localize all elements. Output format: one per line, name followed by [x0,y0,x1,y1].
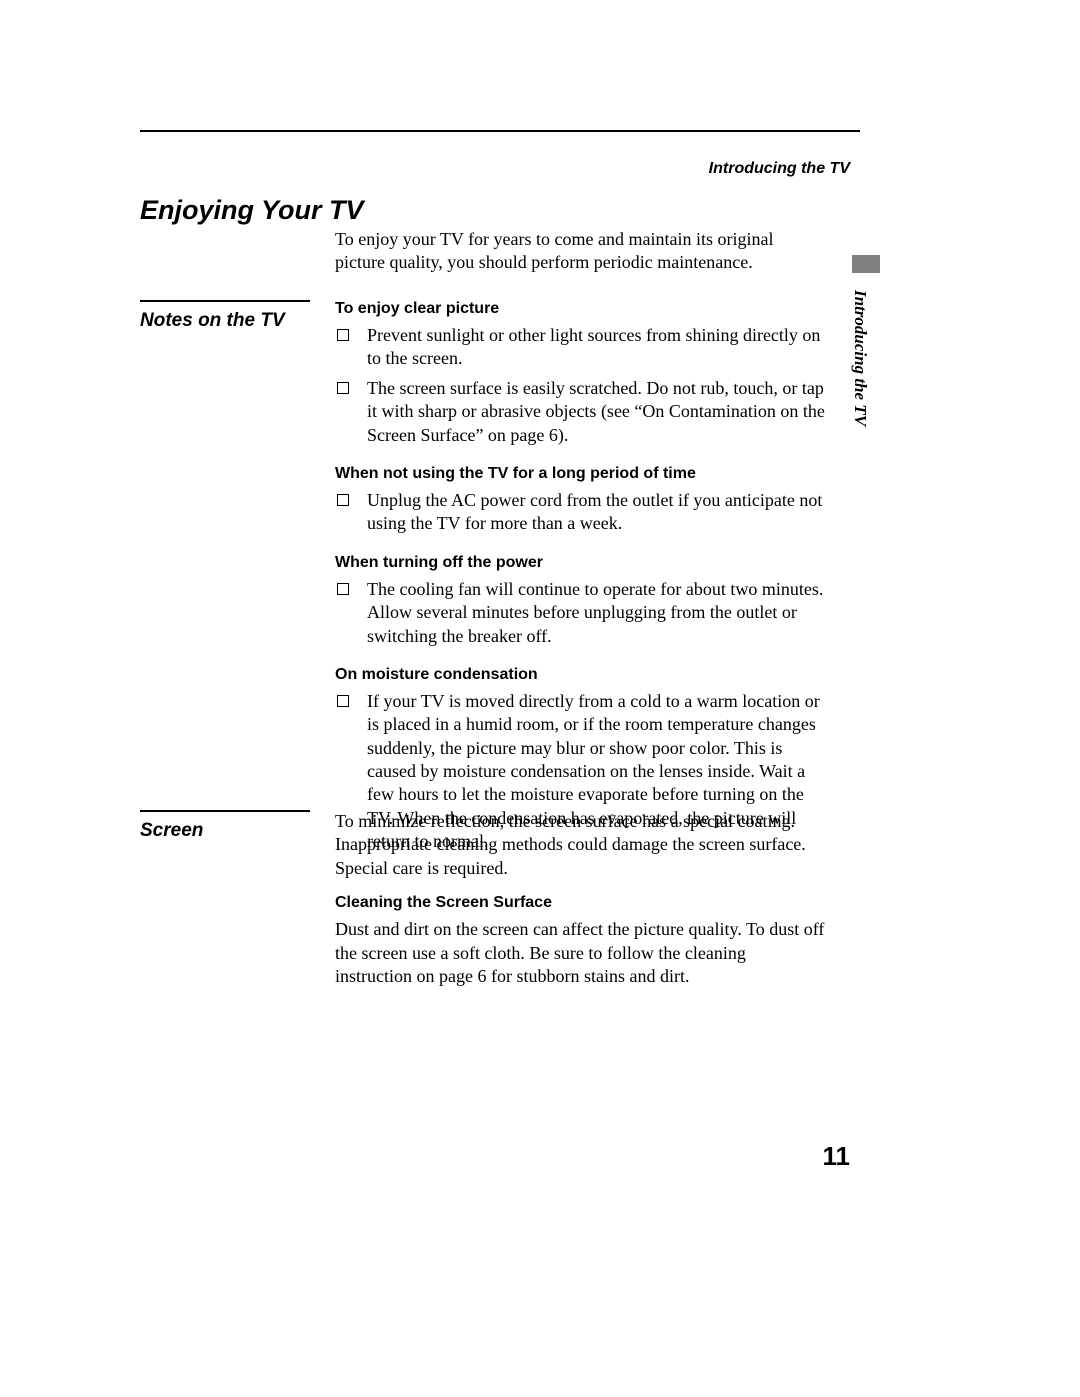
bullet-text: The cooling fan will continue to operate… [367,578,825,648]
checkbox-icon [337,382,349,394]
page-title: Enjoying Your TV [140,195,364,226]
section-intro-paragraph: To minimize reflection, the screen surfa… [335,810,825,880]
checkbox-icon [337,695,349,707]
section-body: To minimize reflection, the screen surfa… [335,810,825,1002]
page-number: 11 [823,1141,851,1172]
checkbox-icon [337,329,349,341]
section-label: Notes on the TV [140,310,315,332]
subhead-power-off: When turning off the power [335,554,825,572]
list-item: Prevent sunlight or other light sources … [335,324,825,371]
bullet-list: The cooling fan will continue to operate… [335,578,825,648]
bullet-list: Prevent sunlight or other light sources … [335,324,825,447]
section-rule [140,810,310,812]
bullet-list: Unplug the AC power cord from the outlet… [335,489,825,536]
section-tab [852,255,880,273]
subhead-long-period: When not using the TV for a long period … [335,465,825,483]
bullet-text: Prevent sunlight or other light sources … [367,324,825,371]
bullet-text: Unplug the AC power cord from the outlet… [367,489,825,536]
section-rule [140,300,310,302]
section-label-wrap: Screen [140,810,315,842]
intro-paragraph: To enjoy your TV for years to come and m… [335,228,815,275]
subhead-cleaning-screen: Cleaning the Screen Surface [335,894,825,912]
subhead-clear-picture: To enjoy clear picture [335,300,825,318]
section-side-label: Introducing the TV [850,290,870,426]
section-label-wrap: Notes on the TV [140,300,315,332]
section-label: Screen [140,820,315,842]
top-rule [140,130,860,132]
running-head: Introducing the TV [709,160,850,178]
bullet-text: The screen surface is easily scratched. … [367,377,825,447]
subhead-moisture: On moisture condensation [335,666,825,684]
cleaning-paragraph: Dust and dirt on the screen can affect t… [335,918,825,988]
list-item: The screen surface is easily scratched. … [335,377,825,447]
checkbox-icon [337,494,349,506]
list-item: The cooling fan will continue to operate… [335,578,825,648]
list-item: Unplug the AC power cord from the outlet… [335,489,825,536]
checkbox-icon [337,583,349,595]
manual-page: Introducing the TV Introducing the TV En… [0,0,1080,1397]
section-body: To enjoy clear picture Prevent sunlight … [335,300,825,872]
